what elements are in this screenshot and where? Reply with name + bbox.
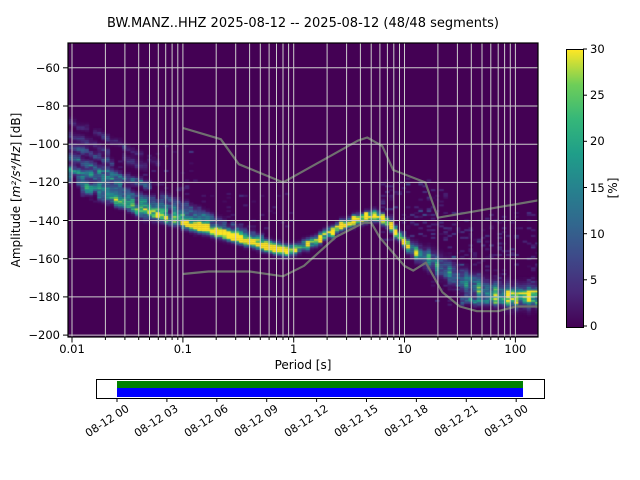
- axes-spine: [67, 42, 539, 338]
- y-tick-label: −100: [28, 137, 60, 152]
- timeline-box: [96, 379, 545, 399]
- colorbar-tick-label: 15: [590, 180, 605, 195]
- y-tick-label: −200: [28, 328, 60, 343]
- x-tick-label: 1: [290, 342, 298, 356]
- axis-ticks: [63, 48, 587, 402]
- nhnm-curve: [182, 126, 538, 219]
- y-axis-label-suffix: ] [dB]: [9, 112, 23, 147]
- colorbar-tick-label: 10: [590, 226, 605, 241]
- nlnm-curve: [182, 221, 538, 313]
- ppsd-histogram: [68, 43, 538, 337]
- colorbar-tick-label: 5: [590, 272, 598, 287]
- y-tick-label: −160: [28, 251, 60, 266]
- timeline-coverage-bar: [117, 381, 523, 388]
- colorbar: [566, 49, 584, 328]
- colorbar-tick-label: 0: [590, 319, 598, 333]
- y-tick-label: −140: [28, 213, 60, 228]
- grid-lines: [68, 43, 538, 337]
- colorbar-label: [%]: [606, 177, 620, 199]
- timeline-data-bar: [117, 388, 523, 397]
- x-axis-label: Period [s]: [274, 358, 332, 372]
- y-axis-label-math: m²/s⁴/Hz: [9, 146, 23, 198]
- y-tick-label: −80: [35, 99, 60, 113]
- x-tick-label: 10: [397, 342, 412, 356]
- colorbar-tick-label: 25: [590, 88, 605, 103]
- y-tick-label: −120: [28, 175, 60, 190]
- y-axis-label-prefix: Amplitude [: [9, 197, 23, 268]
- x-tick-label: 100: [504, 342, 527, 356]
- y-tick-label: −60: [35, 60, 60, 75]
- x-tick-label: 0.01: [59, 342, 85, 356]
- page-title: BW.MANZ..HHZ 2025-08-12 -- 2025-08-12 (4…: [107, 16, 499, 31]
- colorbar-tick-label: 30: [590, 42, 605, 56]
- x-tick-label: 0.1: [173, 342, 192, 356]
- y-tick-label: −180: [28, 289, 60, 304]
- colorbar-tick-label: 20: [590, 134, 605, 149]
- y-axis-label: Amplitude [m²/s⁴/Hz] [dB]: [9, 113, 23, 268]
